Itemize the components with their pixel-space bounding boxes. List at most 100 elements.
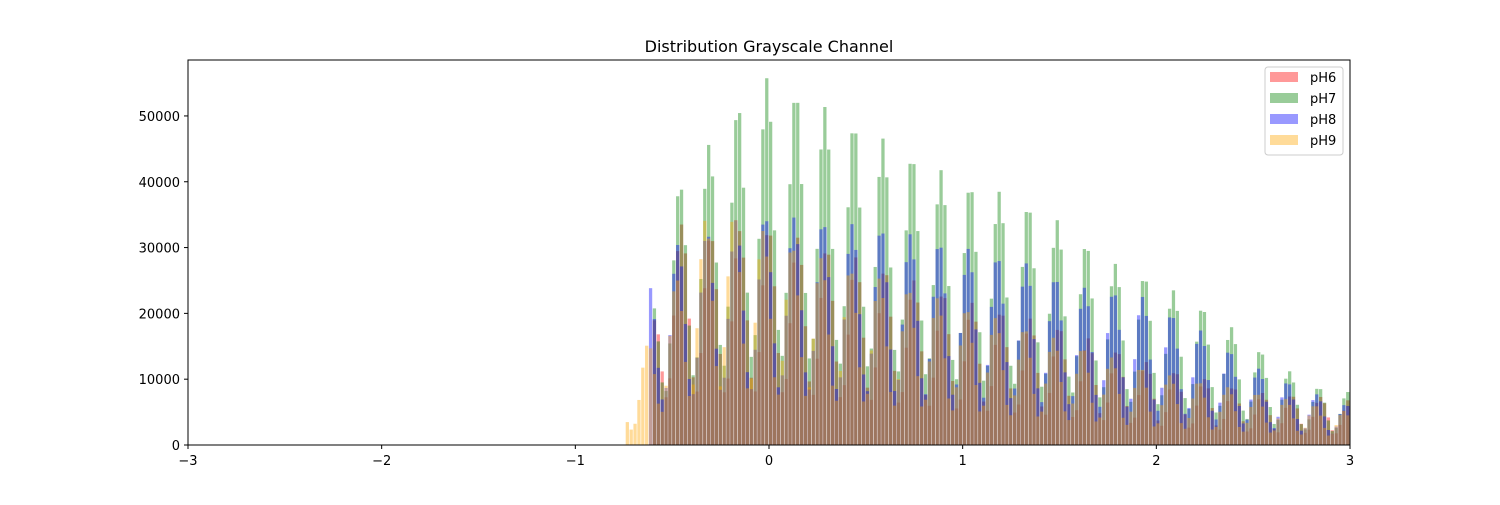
histogram-bar bbox=[1105, 368, 1110, 445]
histogram-bar bbox=[1125, 424, 1129, 445]
histogram-bar bbox=[1319, 396, 1323, 445]
histogram-bar bbox=[830, 346, 835, 445]
histogram-bar bbox=[865, 391, 870, 445]
histogram-bar bbox=[1326, 429, 1331, 445]
histogram-bar bbox=[1218, 402, 1222, 445]
histogram-bar bbox=[873, 301, 877, 445]
histogram-bar bbox=[1330, 434, 1334, 445]
histogram-bar bbox=[1264, 422, 1269, 445]
histogram-bar bbox=[796, 237, 800, 445]
histogram-bar bbox=[877, 176, 881, 446]
histogram-bar bbox=[1226, 401, 1230, 445]
histogram-bar bbox=[784, 299, 788, 445]
histogram-bar bbox=[912, 280, 916, 445]
histogram-bar bbox=[749, 389, 753, 445]
histogram-bar bbox=[1210, 410, 1214, 445]
histogram-bar bbox=[1334, 433, 1338, 445]
histogram-bar bbox=[1051, 282, 1056, 445]
histogram-bar bbox=[1140, 371, 1145, 445]
histogram-bar bbox=[1288, 404, 1292, 445]
histogram-bar bbox=[1322, 416, 1327, 445]
histogram-bar bbox=[1245, 431, 1249, 445]
histogram-bar bbox=[738, 245, 742, 445]
histogram-bar bbox=[958, 345, 963, 445]
x-tick-label: −1 bbox=[566, 454, 585, 469]
histogram-bar bbox=[1140, 369, 1145, 445]
histogram-bar bbox=[881, 298, 885, 445]
histogram-bar bbox=[691, 394, 695, 445]
histogram-bar bbox=[873, 266, 877, 445]
histogram-bar bbox=[885, 346, 889, 445]
histogram-bar bbox=[1233, 389, 1238, 445]
histogram-bar bbox=[997, 314, 1001, 445]
histogram-bar bbox=[869, 353, 873, 445]
histogram-bar bbox=[861, 401, 866, 445]
histogram-bar bbox=[1179, 356, 1183, 445]
histogram-bar bbox=[1040, 386, 1044, 445]
histogram-bar bbox=[861, 306, 866, 445]
histogram-bar bbox=[730, 251, 734, 445]
histogram-bar bbox=[873, 287, 877, 445]
histogram-bar bbox=[1040, 406, 1044, 445]
histogram-bar bbox=[780, 375, 784, 445]
histogram-bar bbox=[784, 315, 788, 445]
histogram-bar bbox=[974, 385, 978, 445]
histogram-bar bbox=[753, 322, 757, 445]
histogram-bar bbox=[985, 410, 990, 445]
histogram-bar bbox=[1253, 414, 1257, 445]
histogram-bar bbox=[1330, 433, 1334, 445]
histogram-bar bbox=[815, 283, 819, 445]
histogram-bar bbox=[1125, 405, 1129, 445]
histogram-bar bbox=[885, 177, 889, 445]
legend-swatch bbox=[1270, 114, 1298, 124]
histogram-bar bbox=[1319, 389, 1323, 445]
histogram-bar bbox=[966, 248, 970, 445]
histogram-bar bbox=[687, 325, 691, 445]
histogram-bar bbox=[889, 349, 893, 445]
histogram-bar bbox=[1036, 372, 1040, 445]
histogram-bar bbox=[982, 405, 986, 445]
histogram-bar bbox=[1171, 290, 1176, 445]
legend-swatch bbox=[1270, 135, 1298, 145]
histogram-bar bbox=[726, 378, 730, 445]
histogram-bar bbox=[865, 366, 870, 445]
histogram-bar bbox=[707, 144, 711, 446]
histogram-bar bbox=[970, 272, 974, 445]
histogram-bar bbox=[1260, 393, 1265, 445]
histogram-bar bbox=[834, 388, 839, 445]
histogram-bar bbox=[834, 339, 839, 445]
legend-swatch bbox=[1270, 72, 1298, 82]
histogram-bar bbox=[1206, 344, 1210, 445]
legend-label: pH9 bbox=[1310, 134, 1336, 149]
histogram-bar bbox=[920, 320, 924, 445]
histogram-bar bbox=[1013, 388, 1017, 445]
histogram-bar bbox=[1307, 415, 1311, 445]
histogram-bar bbox=[916, 302, 920, 445]
histogram-bar bbox=[838, 363, 842, 445]
histogram-bar bbox=[982, 380, 986, 445]
histogram-bar bbox=[683, 253, 688, 445]
histogram-bar bbox=[989, 298, 994, 445]
histogram-bar bbox=[838, 377, 842, 445]
histogram-bar bbox=[1311, 401, 1315, 445]
histogram-bar bbox=[892, 349, 897, 445]
histogram-bar bbox=[1133, 371, 1137, 445]
histogram-bar bbox=[1055, 350, 1059, 445]
y-tick-label: 40000 bbox=[139, 176, 180, 191]
histogram-bar bbox=[1044, 383, 1048, 445]
histogram-bar bbox=[865, 387, 870, 445]
histogram-bar bbox=[738, 113, 742, 445]
histogram-bar bbox=[803, 326, 808, 445]
histogram-bar bbox=[765, 78, 769, 445]
histogram-bar bbox=[858, 282, 862, 445]
histogram-bar bbox=[1148, 411, 1152, 445]
histogram-bar bbox=[1036, 416, 1040, 445]
histogram-bar bbox=[1288, 384, 1292, 445]
histogram-bar bbox=[1167, 375, 1172, 445]
y-tick-label: 20000 bbox=[139, 307, 180, 322]
histogram-bar bbox=[1187, 408, 1191, 445]
histogram-bar bbox=[889, 316, 893, 445]
histogram-bar bbox=[699, 279, 703, 445]
histogram-bar bbox=[842, 319, 846, 445]
